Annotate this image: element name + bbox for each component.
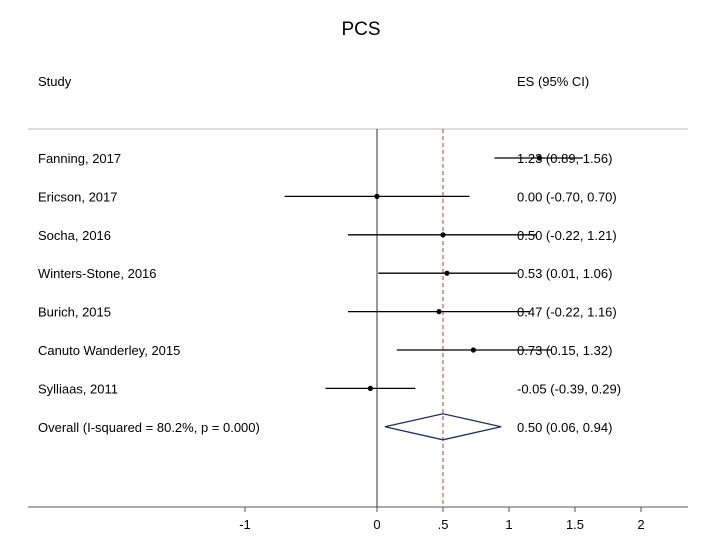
point-estimate	[374, 193, 380, 199]
point-estimate	[444, 270, 450, 276]
overall-label: Overall (I-squared = 80.2%, p = 0.000)	[38, 420, 260, 435]
es-ci-text: 0.73 (0.15, 1.32)	[517, 343, 612, 358]
point-estimate	[436, 309, 442, 315]
es-ci-text: 1.23 (0.89, 1.56)	[517, 151, 612, 166]
study-label: Canuto Wanderley, 2015	[38, 343, 180, 358]
es-ci-text: 0.47 (-0.22, 1.16)	[517, 305, 617, 320]
x-tick-label: 0	[373, 517, 380, 532]
study-label: Fanning, 2017	[38, 151, 121, 166]
x-tick-label: 1.5	[566, 517, 584, 532]
es-ci-text: 0.53 (0.01, 1.06)	[517, 266, 612, 281]
x-tick-label: -1	[239, 517, 251, 532]
es-column-header: ES (95% CI)	[517, 74, 589, 89]
overall-es-text: 0.50 (0.06, 0.94)	[517, 420, 612, 435]
study-label: Burich, 2015	[38, 305, 111, 320]
es-ci-text: 0.50 (-0.22, 1.21)	[517, 228, 617, 243]
study-label: Ericson, 2017	[38, 189, 118, 204]
study-column-header: Study	[38, 74, 72, 89]
es-ci-text: 0.00 (-0.70, 0.70)	[517, 189, 617, 204]
x-tick-label: 1	[505, 517, 512, 532]
study-label: Socha, 2016	[38, 228, 111, 243]
x-tick-label: .5	[438, 517, 449, 532]
point-estimate	[470, 347, 476, 353]
study-label: Sylliaas, 2011	[38, 381, 118, 396]
study-label: Winters-Stone, 2016	[38, 266, 157, 281]
overall-diamond	[384, 413, 502, 441]
point-estimate	[440, 232, 446, 238]
point-estimate	[536, 155, 542, 161]
es-ci-text: -0.05 (-0.39, 0.29)	[517, 381, 621, 396]
chart-title: PCS	[341, 19, 380, 40]
point-estimate	[367, 385, 373, 391]
x-tick-label: 2	[637, 517, 644, 532]
